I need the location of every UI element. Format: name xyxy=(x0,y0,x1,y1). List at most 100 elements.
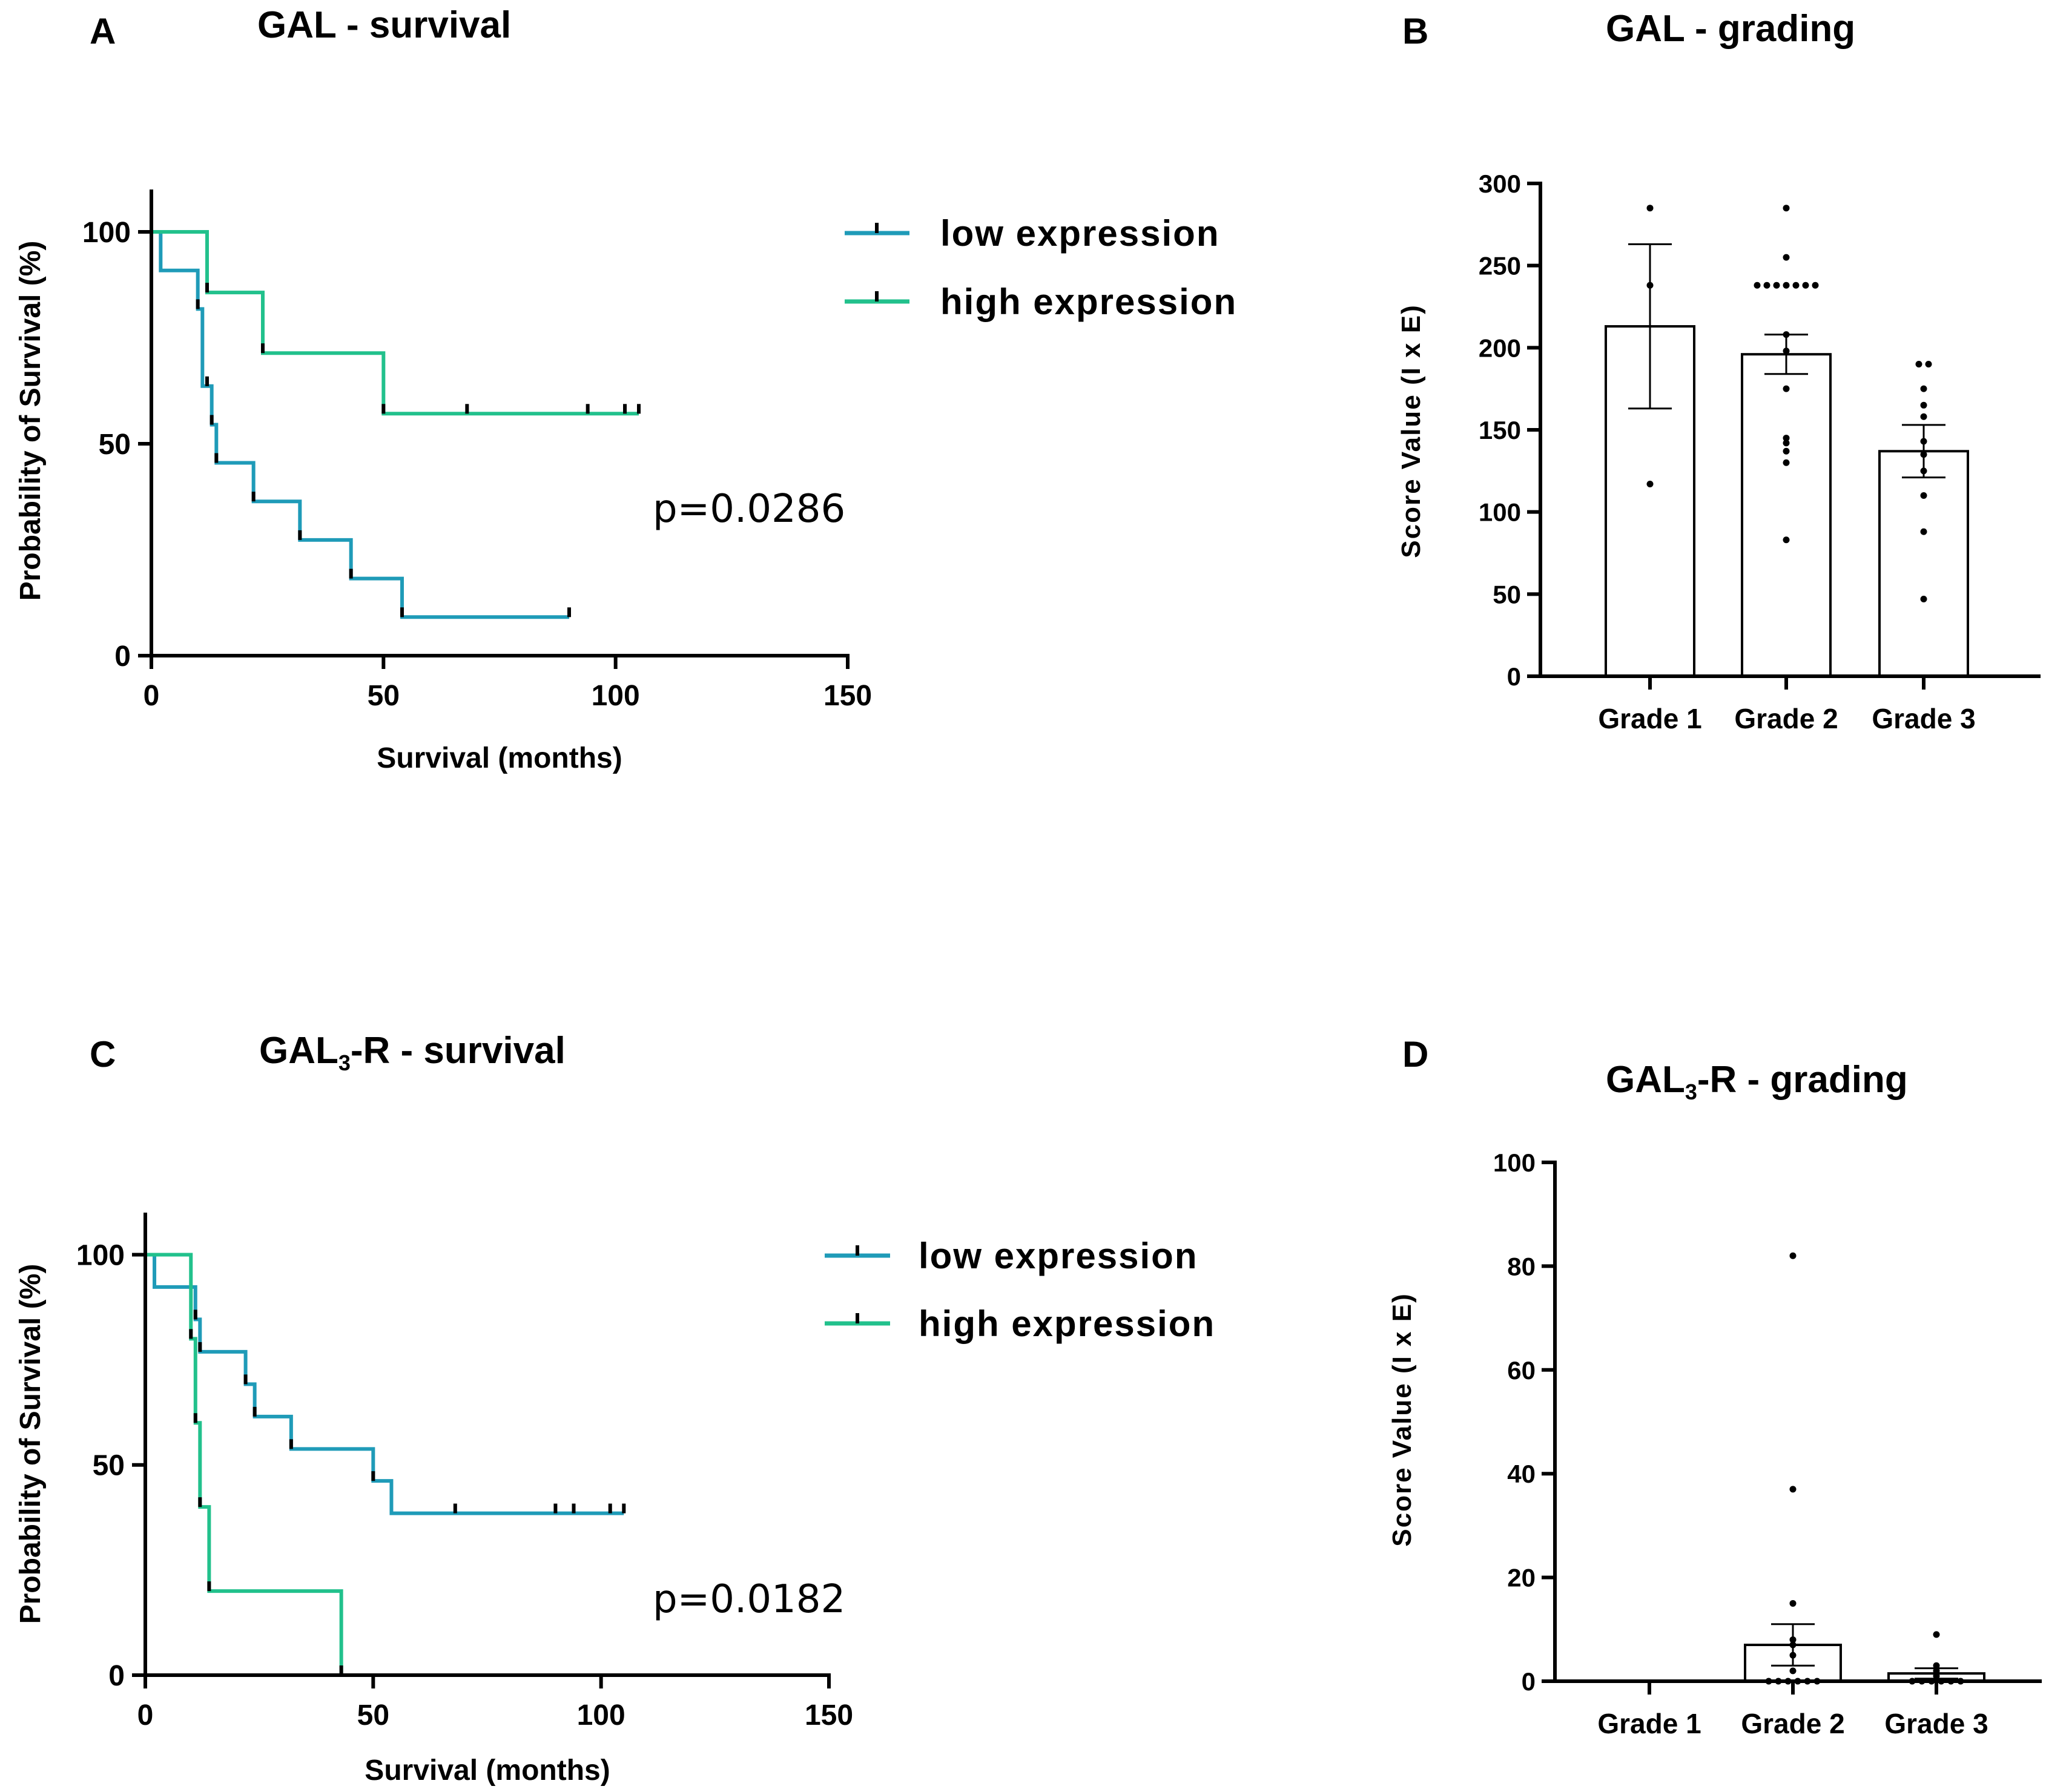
data-point xyxy=(1920,528,1927,535)
panel-a-legend: low expression high expression xyxy=(845,213,1236,322)
bar xyxy=(1741,353,1832,677)
y-tick-label: 60 xyxy=(1507,1356,1536,1385)
data-point xyxy=(1783,536,1790,544)
panel-b-grading: B GAL - grading 0 50 100 150 200 250 300 Grade… xyxy=(1396,8,2041,734)
x-tick-label: 100 xyxy=(592,680,640,712)
y-tick-label: 0 xyxy=(1507,662,1521,691)
x-tick-label: 0 xyxy=(144,680,160,712)
category-label: Grade 3 xyxy=(1884,1708,1988,1739)
legend-label-high: high expression xyxy=(919,1303,1215,1344)
data-point xyxy=(1773,282,1780,289)
data-point xyxy=(1925,360,1932,367)
y-tick-label: 40 xyxy=(1507,1460,1536,1488)
panel-b-y-label: Score Value (I x E) xyxy=(1396,304,1426,558)
data-point xyxy=(1789,1599,1797,1607)
y-tick-label: 0 xyxy=(1522,1667,1536,1696)
data-point xyxy=(1783,459,1790,466)
y-tick-label: 80 xyxy=(1507,1252,1536,1280)
y-tick-label: 50 xyxy=(99,429,131,461)
data-point xyxy=(1783,205,1790,212)
bar xyxy=(1878,450,1969,677)
data-point xyxy=(1763,282,1770,289)
y-tick-label: 50 xyxy=(1493,580,1521,608)
y-tick-label: 0 xyxy=(108,1660,125,1692)
data-point xyxy=(1783,447,1790,455)
data-point xyxy=(1646,205,1654,212)
x-tick-label: 100 xyxy=(577,1699,625,1731)
data-point xyxy=(1920,451,1927,458)
panel-b-label: B xyxy=(1402,11,1428,51)
y-tick-label: 250 xyxy=(1479,252,1521,280)
data-point xyxy=(1812,282,1819,289)
panel-a-p-value: p=0.0286 xyxy=(653,487,845,532)
y-tick-label: 0 xyxy=(114,641,131,673)
panel-d-axes xyxy=(1553,1161,2042,1683)
panel-a-title: GAL - survival xyxy=(257,4,511,46)
data-point xyxy=(1920,401,1927,409)
data-point xyxy=(1920,385,1927,392)
panel-c-title-suffix: -R - survival xyxy=(351,1030,566,1072)
data-point xyxy=(1920,467,1927,475)
data-point xyxy=(1933,1662,1940,1669)
data-point xyxy=(1933,1667,1940,1675)
data-point xyxy=(1783,440,1790,447)
x-tick-label: 50 xyxy=(357,1699,389,1731)
y-tick-label: 100 xyxy=(76,1239,125,1271)
data-point xyxy=(1792,282,1800,289)
data-point xyxy=(1789,1486,1797,1493)
category-label: Grade 1 xyxy=(1597,1708,1701,1739)
panel-b-y-ticks: 0 50 100 150 200 250 300 xyxy=(1479,170,1540,691)
panel-b-categories: Grade 1 Grade 2 Grade 3 xyxy=(1598,676,1976,734)
panel-c-title-main: GAL xyxy=(259,1030,338,1072)
panel-d-title-main: GAL xyxy=(1606,1059,1685,1101)
panel-a-series xyxy=(151,230,641,619)
data-point xyxy=(1646,481,1654,488)
km-curve-high xyxy=(145,1253,343,1675)
panel-b-title: GAL - grading xyxy=(1606,8,1855,50)
data-point xyxy=(1789,1652,1797,1659)
data-point xyxy=(1783,385,1790,392)
panel-a-x-label: Survival (months) xyxy=(377,742,622,774)
y-tick-label: 100 xyxy=(82,217,131,249)
data-point xyxy=(1920,413,1927,420)
data-point xyxy=(1646,282,1654,289)
category-label: Grade 2 xyxy=(1741,1708,1844,1739)
category-label: Grade 2 xyxy=(1734,703,1838,734)
panel-c-title-subscript: 3 xyxy=(338,1050,351,1075)
data-point xyxy=(1783,348,1790,355)
data-point xyxy=(1783,282,1790,289)
panel-c-legend: low expression high expression xyxy=(825,1236,1215,1344)
panel-d-y-label: Score Value (I x E) xyxy=(1387,1293,1417,1547)
y-tick-label: 150 xyxy=(1479,416,1521,444)
panel-a-y-ticks: 0 50 100 xyxy=(82,217,151,673)
category-label: Grade 3 xyxy=(1872,703,1975,734)
y-tick-label: 50 xyxy=(93,1450,125,1482)
data-point xyxy=(1789,1252,1797,1259)
x-tick-label: 150 xyxy=(805,1699,853,1731)
data-point xyxy=(1789,1667,1797,1675)
x-tick-label: 150 xyxy=(823,680,872,712)
x-tick-label: 50 xyxy=(368,680,400,712)
legend-label-low: low expression xyxy=(919,1236,1198,1276)
panel-d-title-suffix: -R - grading xyxy=(1697,1059,1908,1101)
panel-c-survival: C GAL3-R - survival 0 50 100 150 0 50 100 Sur… xyxy=(15,1030,1215,1787)
panel-c-axes xyxy=(144,1213,831,1677)
panel-c-p-value: p=0.0182 xyxy=(653,1577,845,1622)
panel-d-categories: Grade 1 Grade 2 Grade 3 xyxy=(1597,1681,1988,1739)
data-point xyxy=(1802,282,1809,289)
data-point xyxy=(1920,492,1927,499)
category-label: Grade 1 xyxy=(1598,703,1701,734)
panel-d-bars xyxy=(1744,1252,1985,1685)
legend-label-low: low expression xyxy=(940,213,1219,254)
y-tick-label: 20 xyxy=(1507,1564,1536,1592)
data-point xyxy=(1789,1636,1797,1643)
panel-c-series xyxy=(145,1253,626,1675)
x-tick-label: 0 xyxy=(137,1699,154,1731)
data-point xyxy=(1920,438,1927,445)
km-curve-low xyxy=(151,230,569,619)
y-tick-label: 100 xyxy=(1493,1148,1536,1177)
panel-b-bars xyxy=(1605,205,1969,677)
data-point xyxy=(1783,435,1790,442)
